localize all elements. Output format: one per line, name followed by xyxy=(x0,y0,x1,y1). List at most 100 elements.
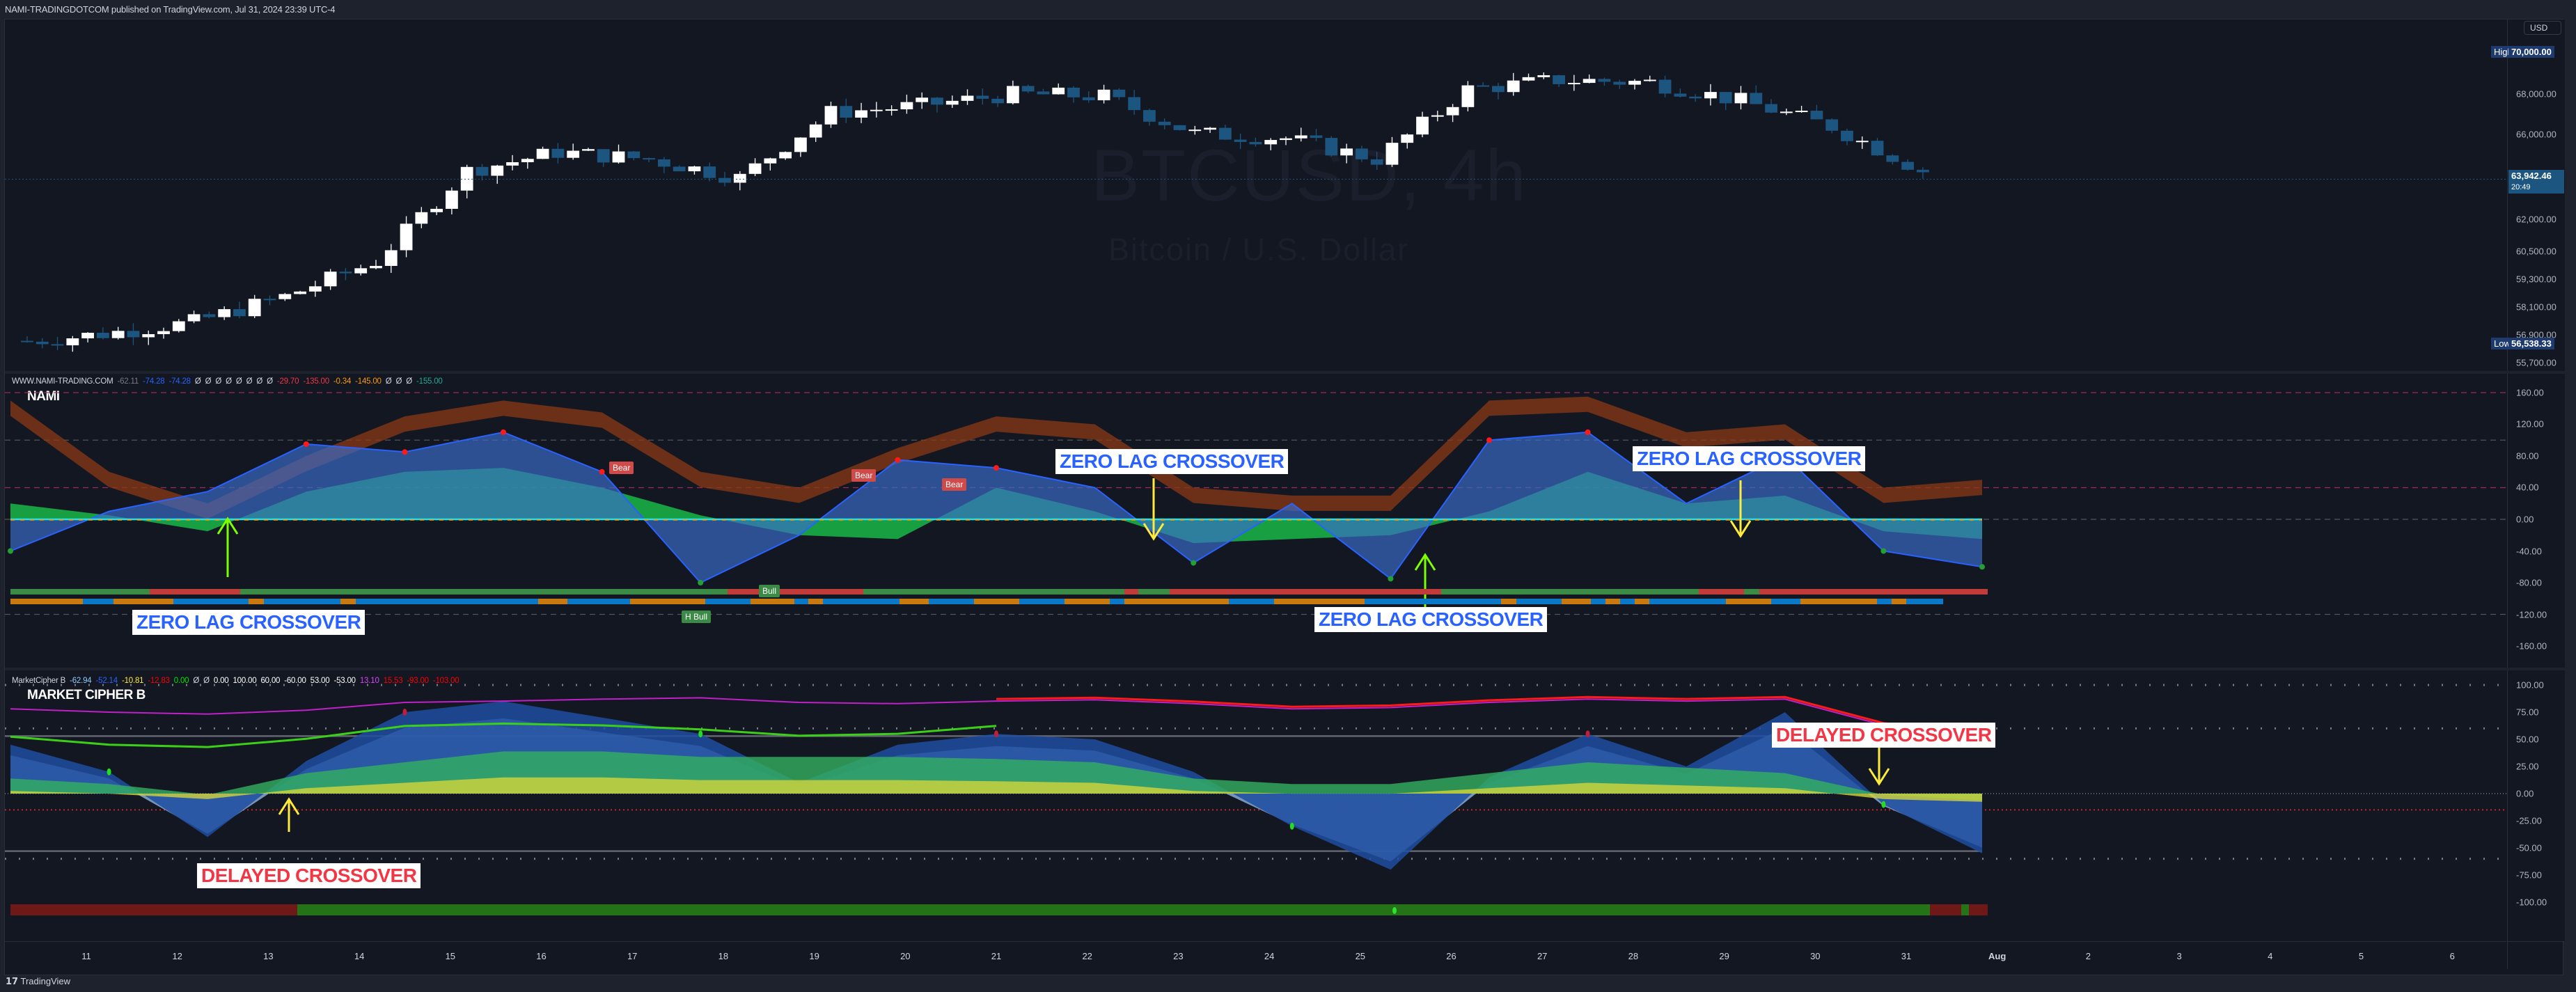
nami-pane[interactable]: WWW.NAMI-TRADING.COM -62.11 -74.28 -74.28 Ø Ø… xyxy=(5,374,2506,668)
y-tick: -120.00 xyxy=(2516,609,2547,620)
y-tick: 160.00 xyxy=(2516,387,2544,398)
y-tick: -25.00 xyxy=(2516,815,2542,826)
time-tick: 20 xyxy=(900,951,911,961)
mcb-legend[interactable]: MarketCipher B -62.94 -52.14 -10.81 -12.83 0.… xyxy=(12,677,467,685)
delayed-crossover-annotation: DELAYED CROSSOVER xyxy=(197,863,421,888)
mcb-axis[interactable]: 100.00 75.00 50.00 25.00 0.00 -25.00 -50.00 -75… xyxy=(2507,670,2565,941)
candlestick-series xyxy=(5,72,2506,352)
pane-separator[interactable] xyxy=(5,371,2564,374)
y-tick: 80.00 xyxy=(2516,450,2539,462)
legend-value: Ø xyxy=(267,377,273,386)
time-tick: 6 xyxy=(2449,951,2455,961)
time-tick: 27 xyxy=(1537,951,1548,961)
time-tick: 29 xyxy=(1719,951,1729,961)
legend-value: -93.00 xyxy=(407,677,429,685)
footer-brand: TradingView xyxy=(20,976,71,986)
bear-signal-label: Bear xyxy=(942,478,967,491)
market-cipher-pane[interactable]: MarketCipher B -62.94 -52.14 -10.81 -12.83 0.… xyxy=(5,670,2506,941)
low-label: Low xyxy=(2491,338,2513,349)
delayed-crossover-annotation: DELAYED CROSSOVER xyxy=(1772,723,1996,748)
time-tick: 18 xyxy=(718,951,729,961)
legend-value: 15.53 xyxy=(383,677,403,685)
legend-value: -103.00 xyxy=(432,677,460,685)
last-price-tag: 63,942.46 20:49 xyxy=(2508,170,2564,194)
legend-value: -74.28 xyxy=(168,377,191,386)
time-tick: 5 xyxy=(2358,951,2364,961)
legend-value: -10.81 xyxy=(121,677,144,685)
legend-value: 100.00 xyxy=(233,677,257,685)
y-tick: 75.00 xyxy=(2516,707,2539,718)
legend-value: Ø xyxy=(406,377,412,386)
time-tick: 25 xyxy=(1355,951,1366,961)
tradingview-logo-icon: 𝟭𝟳 xyxy=(6,976,19,986)
y-tick: -40.00 xyxy=(2516,546,2542,557)
legend-value: -62.94 xyxy=(70,677,92,685)
pane-separator[interactable] xyxy=(5,668,2564,670)
y-tick: 66,000.00 xyxy=(2516,129,2557,140)
y-tick: 60,500.00 xyxy=(2516,246,2557,257)
time-tick: Aug xyxy=(1988,951,2006,961)
legend-value: -53.00 xyxy=(333,677,356,685)
zero-lag-crossover-annotation: ZERO LAG CROSSOVER xyxy=(132,610,366,635)
nami-oscillator xyxy=(5,392,2506,615)
time-axis[interactable]: 11 12 13 14 15 16 17 18 19 20 21 22 23 24 25 26 27 28 29 30… xyxy=(5,941,2506,970)
legend-value: Ø xyxy=(226,377,232,386)
hidden-bull-signal-label: H Bull xyxy=(682,611,712,623)
y-tick: 25.00 xyxy=(2516,761,2539,772)
legend-value: 53.00 xyxy=(310,677,330,685)
legend-value: 0.00 xyxy=(213,677,229,685)
y-tick: 100.00 xyxy=(2516,679,2544,691)
time-tick: 11 xyxy=(81,951,91,961)
legend-source: WWW.NAMI-TRADING.COM xyxy=(12,377,113,386)
zero-lag-crossover-annotation: ZERO LAG CROSSOVER xyxy=(1633,446,1866,471)
legend-value: -135.00 xyxy=(303,377,329,386)
legend-value: -29.70 xyxy=(276,377,299,386)
legend-value: -52.14 xyxy=(95,677,118,685)
y-tick: -160.00 xyxy=(2516,640,2547,652)
time-tick: 30 xyxy=(1810,951,1821,961)
legend-values: -62.11 -74.28 -74.28 Ø Ø Ø Ø Ø Ø Ø Ø -29.70 -135.00-… xyxy=(117,377,446,386)
nami-axis[interactable]: 160.00 120.00 80.00 40.00 0.00 -40.00 -80.00 -1… xyxy=(2507,374,2565,668)
legend-value: -62.11 xyxy=(117,377,139,386)
legend-value: -74.28 xyxy=(143,377,165,386)
legend-value: -60.00 xyxy=(284,677,306,685)
legend-values: -62.94 -52.14 -10.81 -12.83 0.00 Ø Ø 0.00 100.00… xyxy=(70,677,463,685)
time-tick: 22 xyxy=(1082,951,1092,961)
bull-signal-label: Bull xyxy=(759,585,780,597)
symbol-watermark: BTCUSD, 4h xyxy=(1091,135,1527,216)
time-tick: 16 xyxy=(536,951,547,961)
time-tick: 14 xyxy=(354,951,365,961)
axis-corner xyxy=(2507,941,2564,969)
legend-value: -12.83 xyxy=(148,677,170,685)
last-price: 63,942.46 xyxy=(2511,171,2552,181)
description-watermark: Bitcoin / U.S. Dollar xyxy=(1108,232,1410,267)
footer: 𝟭𝟳 TradingView xyxy=(6,976,70,987)
legend-value: Ø xyxy=(205,377,212,386)
legend-value: Ø xyxy=(385,377,392,386)
time-tick: 12 xyxy=(172,951,182,961)
low-value: 56,538.33 xyxy=(2508,338,2554,349)
legend-value: Ø xyxy=(193,677,200,685)
legend-source: MarketCipher B xyxy=(12,677,66,685)
zero-lag-crossover-annotation: ZERO LAG CROSSOVER xyxy=(1055,449,1289,474)
zero-lag-crossover-annotation: ZERO LAG CROSSOVER xyxy=(1314,607,1548,632)
y-tick: 68,000.00 xyxy=(2516,88,2557,100)
price-pane[interactable]: BTCUSD, 4h Bitcoin / U.S. Dollar ⚡ xyxy=(5,19,2506,388)
nami-legend[interactable]: WWW.NAMI-TRADING.COM -62.11 -74.28 -74.28 Ø Ø… xyxy=(12,377,451,386)
time-tick: 24 xyxy=(1264,951,1275,961)
time-tick: 26 xyxy=(1446,951,1456,961)
y-tick: 40.00 xyxy=(2516,482,2539,493)
price-axis[interactable]: USD High 70,000.00 68,000.00 66,000.00 6… xyxy=(2491,19,2565,371)
legend-value: Ø xyxy=(256,377,263,386)
bear-signal-label: Bear xyxy=(609,462,634,474)
legend-value: Ø xyxy=(235,377,242,386)
bear-signal-label: Bear xyxy=(851,469,877,482)
high-value: 70,000.00 xyxy=(2508,46,2554,58)
legend-value: -145.00 xyxy=(355,377,382,386)
time-tick: 21 xyxy=(991,951,1002,961)
currency-button[interactable]: USD xyxy=(2524,21,2561,35)
y-tick: 59,300.00 xyxy=(2516,274,2557,285)
y-tick: 62,000.00 xyxy=(2516,214,2557,225)
countdown: 20:49 xyxy=(2511,183,2531,191)
legend-value: Ø xyxy=(395,377,402,386)
